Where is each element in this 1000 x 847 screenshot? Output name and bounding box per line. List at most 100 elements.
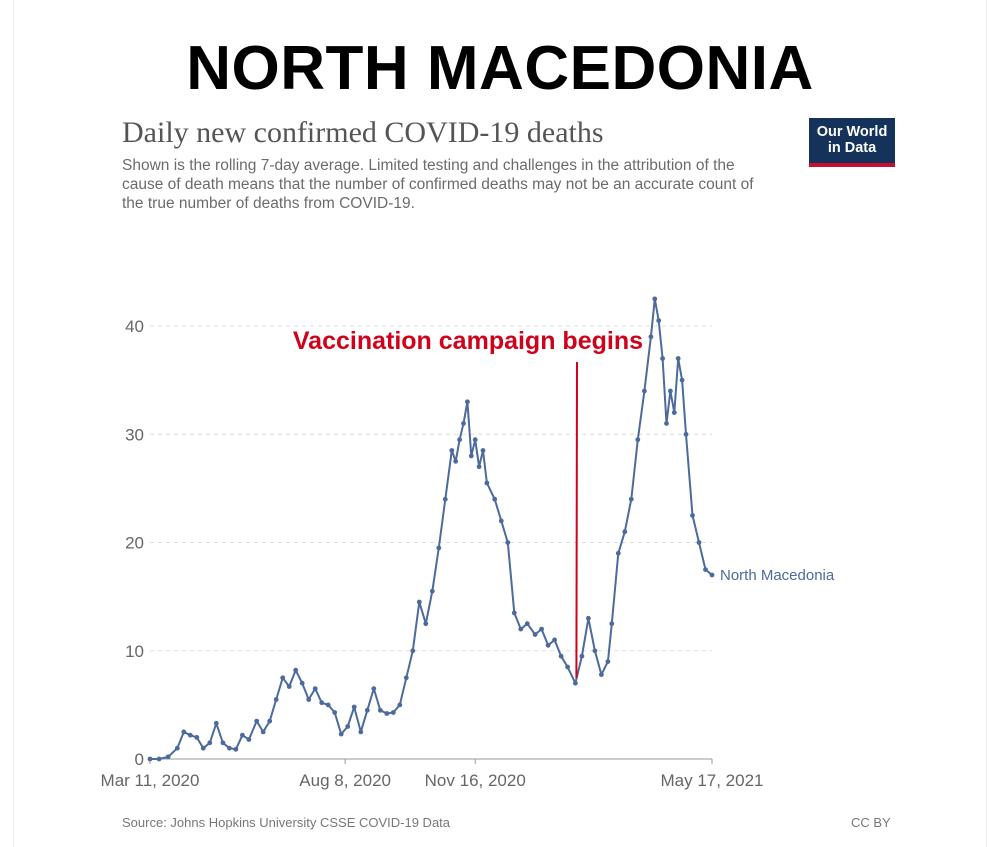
owid-logo[interactable]: Our World in Data <box>809 118 895 167</box>
data-point <box>703 567 708 572</box>
data-point <box>586 615 591 621</box>
data-point <box>539 626 544 632</box>
data-point <box>609 621 615 627</box>
data-point <box>498 518 504 524</box>
data-point <box>200 745 206 751</box>
data-point <box>671 410 677 415</box>
data-point <box>468 453 474 459</box>
data-point <box>147 756 153 762</box>
data-point <box>319 700 325 706</box>
data-point <box>472 437 478 443</box>
data-point <box>622 529 628 535</box>
gridlines <box>150 325 712 652</box>
x-tick-label: Mar 11, 2020 <box>101 771 200 790</box>
data-point <box>325 702 331 708</box>
axes: 0 10 20 30 40 Mar 11, 2020 Aug 8, 2020 Nov 16, … <box>101 317 764 790</box>
owid-logo-line1: Our World <box>816 124 888 140</box>
data-point <box>306 697 312 702</box>
data-point <box>696 540 702 545</box>
data-point <box>156 756 162 762</box>
data-point <box>286 684 292 689</box>
data-point <box>267 718 273 724</box>
data-point <box>679 377 685 383</box>
y-tick-label: 20 <box>125 534 144 553</box>
data-point <box>605 659 611 664</box>
data-point <box>293 667 299 673</box>
data-point <box>628 496 634 502</box>
data-point <box>599 672 604 677</box>
data-point <box>358 729 364 735</box>
data-point <box>233 746 239 752</box>
data-point <box>642 388 647 394</box>
data-point <box>220 740 226 746</box>
data-point <box>683 431 689 437</box>
series-layer: North Macedonia <box>147 296 835 762</box>
data-point <box>709 572 715 578</box>
data-point <box>505 540 511 545</box>
data-point <box>648 334 654 340</box>
data-point <box>518 626 524 632</box>
data-point <box>332 710 338 715</box>
data-point <box>461 421 466 426</box>
owid-logo-line2: in Data <box>827 140 877 156</box>
source-note: Source: Johns Hopkins University CSSE CO… <box>122 815 451 830</box>
data-point <box>484 480 490 486</box>
data-point <box>532 632 538 637</box>
data-point <box>403 675 409 681</box>
series-label: North Macedonia <box>720 567 835 584</box>
data-point <box>436 545 442 551</box>
data-point <box>668 388 673 394</box>
series-line <box>150 297 713 760</box>
data-point <box>410 648 416 654</box>
data-point <box>299 680 305 686</box>
data-point <box>492 496 498 502</box>
data-point <box>194 735 200 740</box>
data-point <box>377 707 383 713</box>
x-tick-label: Nov 16, 2020 <box>425 771 526 790</box>
data-point <box>573 680 578 686</box>
y-tick-label: 30 <box>125 425 144 444</box>
data-point <box>338 731 344 737</box>
data-point <box>260 729 266 735</box>
data-point <box>664 421 669 426</box>
data-point <box>280 675 286 681</box>
data-point <box>480 448 486 453</box>
chart-title: Daily new confirmed COVID-19 deaths <box>122 116 604 149</box>
data-point <box>476 464 482 470</box>
data-point <box>165 754 171 760</box>
data-point <box>174 745 180 751</box>
data-point <box>213 720 219 726</box>
data-point <box>351 704 357 710</box>
data-point <box>552 637 557 643</box>
data-point <box>429 588 435 594</box>
data-point <box>181 729 187 735</box>
y-tick-label: 40 <box>125 317 144 336</box>
data-point <box>312 686 318 691</box>
data-point <box>565 664 570 670</box>
data-point <box>652 296 658 302</box>
data-point <box>615 550 621 556</box>
data-point <box>227 745 232 751</box>
license-link[interactable]: CC BY <box>851 815 891 830</box>
data-point <box>592 648 598 654</box>
data-point <box>675 356 681 361</box>
annotation-label: Vaccination campaign begins <box>293 327 643 355</box>
y-tick-label: 10 <box>125 642 144 661</box>
data-point <box>545 642 551 648</box>
data-point <box>416 599 422 605</box>
x-tick-label: May 17, 2021 <box>660 771 763 790</box>
chart-subtitle: Shown is the rolling 7-day average. Limi… <box>122 157 754 212</box>
data-point <box>635 437 641 443</box>
x-tick-label: Aug 8, 2020 <box>299 771 391 790</box>
data-point <box>207 740 213 746</box>
data-point <box>511 610 517 616</box>
annotation-layer: Vaccination campaign begins <box>293 327 643 678</box>
data-point <box>246 737 252 742</box>
data-point <box>423 621 429 627</box>
data-point <box>656 318 662 323</box>
data-point <box>660 356 665 361</box>
data-point <box>453 458 459 464</box>
data-point <box>390 710 396 715</box>
data-point <box>442 496 448 502</box>
